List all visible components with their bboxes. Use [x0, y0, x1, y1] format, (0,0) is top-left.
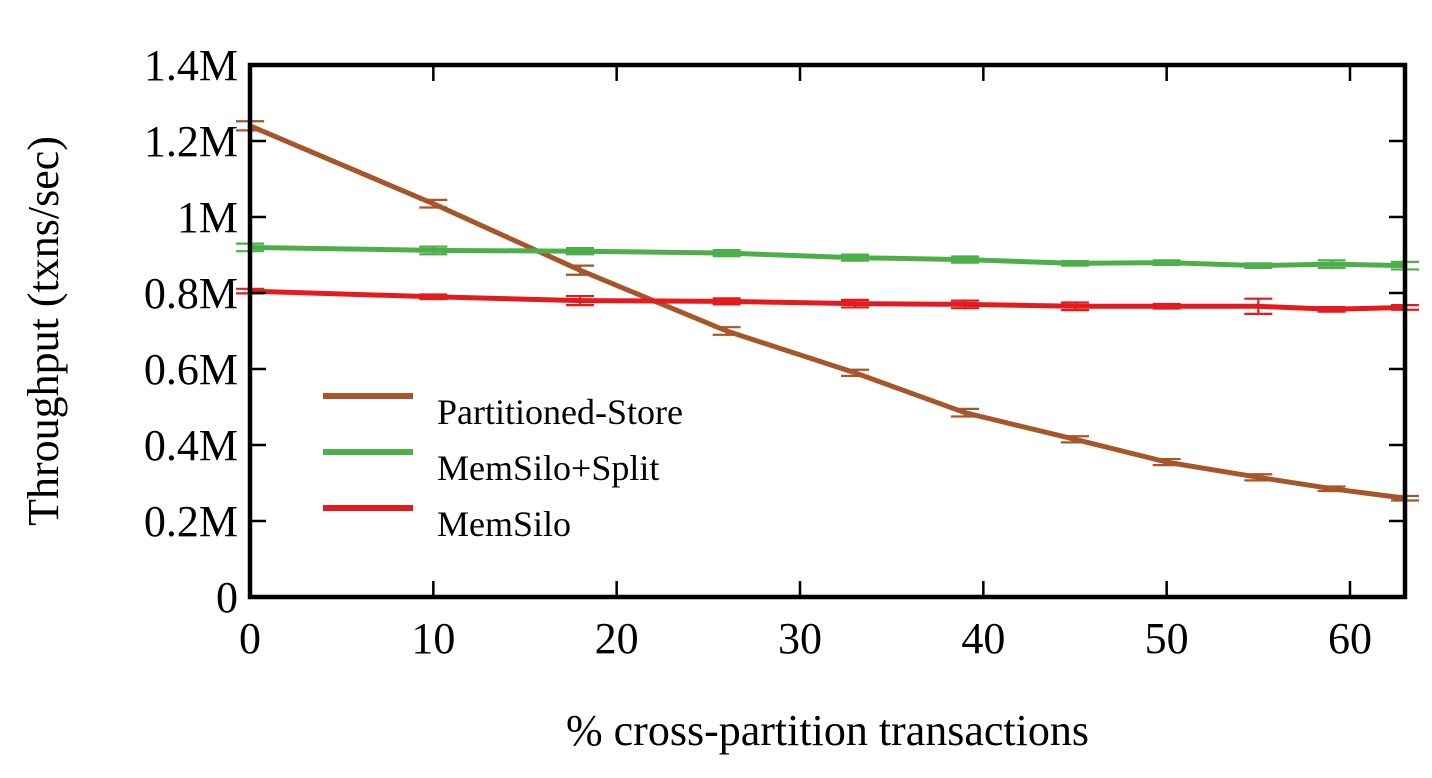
error-bar: [1244, 297, 1273, 315]
y-tick-label: 1M: [177, 193, 238, 242]
legend-label: MemSilo+Split: [437, 448, 659, 488]
y-tick-label: 1.4M: [144, 41, 238, 90]
error-bar: [419, 198, 448, 209]
error-bar: [566, 247, 594, 256]
plot-marks: [236, 120, 1419, 502]
plot-frame: [247, 62, 1408, 600]
error-bar: [1244, 262, 1273, 270]
error-bar: [951, 255, 979, 264]
error-bar: [1317, 305, 1346, 313]
error-bar: [1152, 302, 1181, 310]
error-bar: [841, 253, 869, 262]
error-bar: [712, 297, 741, 306]
error-bar: [1152, 457, 1181, 467]
y-tick-label: 0: [216, 573, 238, 622]
error-bar: [841, 298, 869, 309]
y-tick-label: 0.2M: [144, 497, 238, 546]
error-bar: [1244, 473, 1273, 482]
y-tick-label: 0.4M: [144, 421, 238, 470]
error-bar: [1317, 485, 1346, 493]
error-bar: [419, 245, 448, 256]
error-bar: [712, 248, 741, 258]
x-tick-label: 20: [595, 614, 639, 663]
error-bar: [841, 368, 869, 377]
x-tick-label: 50: [1145, 614, 1189, 663]
x-tick-label: 0: [239, 614, 261, 663]
x-tick-label: 60: [1328, 614, 1372, 663]
error-bar: [419, 293, 448, 301]
legend-label: Partitioned-Store: [437, 392, 683, 432]
series-line: [247, 123, 1408, 501]
error-bar: [1152, 259, 1181, 266]
error-bar: [951, 299, 979, 310]
y-axis: 0 0.2M 0.4M 0.6M 0.8M 1M 1.2M 1.4M: [144, 41, 1405, 622]
error-bar: [951, 407, 979, 418]
y-axis-title: Throughput (txns/sec): [19, 136, 68, 526]
series-0: [236, 120, 1419, 502]
error-bar: [1317, 259, 1346, 270]
y-tick-label: 1.2M: [144, 117, 238, 166]
error-bar: [712, 326, 741, 336]
y-tick-label: 0.6M: [144, 345, 238, 394]
x-tick-label: 30: [778, 614, 822, 663]
x-tick-label: 10: [411, 614, 455, 663]
series-1: [236, 242, 1419, 271]
error-bar: [1061, 435, 1089, 444]
legend: Partitioned-Store MemSilo+Split MemSilo: [323, 392, 683, 544]
series-line: [247, 244, 1408, 269]
error-bar: [566, 294, 594, 307]
series-2: [236, 287, 1419, 315]
legend-label: MemSilo: [437, 504, 571, 544]
x-tick-label: 40: [961, 614, 1005, 663]
error-bar: [1061, 301, 1089, 312]
x-axis: 0 10 20 30 40 50 60: [239, 65, 1372, 663]
error-bar: [566, 264, 594, 276]
x-axis-title: % cross-partition transactions: [566, 706, 1089, 755]
y-tick-label: 0.8M: [144, 269, 238, 318]
error-bar: [1061, 259, 1089, 267]
